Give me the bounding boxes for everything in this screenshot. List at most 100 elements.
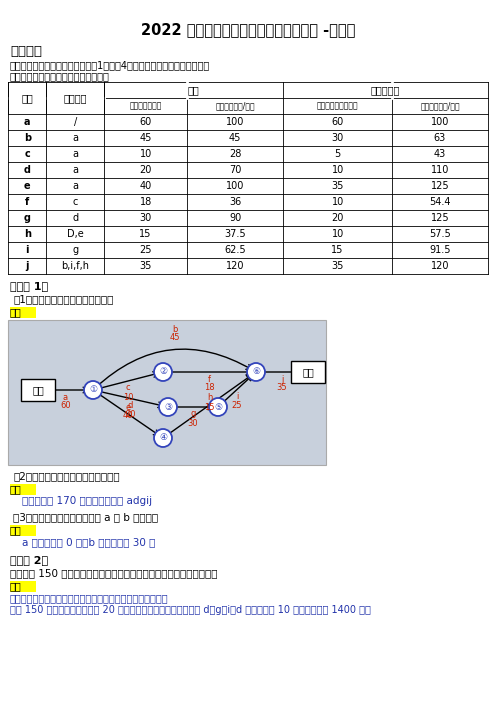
Text: 15: 15 — [331, 245, 344, 255]
Text: （2）请给出项目计划工期及关键路径: （2）请给出项目计划工期及关键路径 — [13, 471, 120, 481]
Text: 【说明】某项目基本信息如下表所示：: 【说明】某项目基本信息如下表所示： — [10, 71, 110, 81]
Text: 36: 36 — [229, 197, 242, 207]
Text: g: g — [72, 245, 78, 255]
Text: 110: 110 — [431, 165, 449, 175]
Text: 30: 30 — [139, 213, 152, 223]
Text: 答案: 答案 — [10, 581, 22, 591]
Text: 30: 30 — [187, 418, 198, 428]
Text: 直接成本（元/天）: 直接成本（元/天） — [215, 102, 255, 110]
Text: a: a — [63, 392, 68, 402]
Text: 答案: 答案 — [10, 307, 22, 317]
Circle shape — [159, 398, 177, 416]
Text: 125: 125 — [431, 213, 449, 223]
FancyBboxPatch shape — [10, 581, 36, 592]
Text: c: c — [72, 197, 78, 207]
Text: 最快完成时间（天）: 最快完成时间（天） — [317, 102, 359, 110]
FancyBboxPatch shape — [10, 525, 36, 536]
Text: ⑥: ⑥ — [252, 368, 260, 376]
Text: 计划工期（天）: 计划工期（天） — [129, 102, 162, 110]
Text: ④: ④ — [159, 434, 167, 442]
Text: 40: 40 — [139, 181, 152, 191]
Text: 60: 60 — [331, 117, 344, 127]
Text: 18: 18 — [204, 383, 215, 392]
Text: 18: 18 — [139, 197, 152, 207]
Text: 答：请给出成本最优的压缩工期的方案和总成本的变化情况。: 答：请给出成本最优的压缩工期的方案和总成本的变化情况。 — [10, 593, 169, 603]
Text: a: a — [72, 165, 78, 175]
Text: 100: 100 — [431, 117, 449, 127]
Text: 10: 10 — [123, 392, 133, 402]
Text: 答案: 答案 — [10, 525, 22, 535]
Text: 63: 63 — [434, 133, 446, 143]
Text: h: h — [207, 394, 212, 402]
Text: （3）请按照计划分别计算活动 a 和 b 的总时差: （3）请按照计划分别计算活动 a 和 b 的总时差 — [13, 512, 158, 522]
Text: 20: 20 — [139, 165, 152, 175]
Text: 【问题 1】: 【问题 1】 — [10, 281, 48, 291]
Text: 直接成本（元/天）: 直接成本（元/天） — [420, 102, 460, 110]
Text: h: h — [24, 229, 31, 239]
Text: 35: 35 — [331, 261, 344, 271]
Text: 结束: 结束 — [302, 367, 314, 377]
Text: 100: 100 — [226, 181, 245, 191]
Text: f: f — [208, 374, 211, 383]
Text: b: b — [172, 326, 177, 334]
Text: 35: 35 — [277, 383, 287, 392]
Text: e: e — [24, 181, 31, 191]
Text: 60: 60 — [60, 402, 71, 411]
Text: 91.5: 91.5 — [429, 245, 451, 255]
Text: 60: 60 — [139, 117, 152, 127]
Text: 项目要求 150 天完工，请写出关键路径上可压缩的活动成本变化情况。: 项目要求 150 天完工，请写出关键路径上可压缩的活动成本变化情况。 — [10, 568, 218, 578]
Text: 120: 120 — [431, 261, 449, 271]
Text: 答案: 答案 — [10, 484, 22, 494]
Text: 45: 45 — [169, 333, 180, 343]
Text: a: a — [72, 133, 78, 143]
Text: ②: ② — [159, 368, 167, 376]
Text: /: / — [73, 117, 77, 127]
Text: 【说明】阅读下列说明，回答问题1至问题4，将解答填入答题纸对应栏内。: 【说明】阅读下列说明，回答问题1至问题4，将解答填入答题纸对应栏内。 — [10, 60, 210, 70]
FancyBboxPatch shape — [21, 379, 55, 401]
Text: 125: 125 — [431, 181, 449, 191]
Circle shape — [154, 363, 172, 381]
Text: 15: 15 — [139, 229, 152, 239]
Text: 采取措施后: 采取措施后 — [371, 85, 400, 95]
Circle shape — [84, 381, 102, 399]
Text: 35: 35 — [139, 261, 152, 271]
Text: a: a — [24, 117, 30, 127]
Text: 紧前活动: 紧前活动 — [63, 93, 87, 103]
Text: g: g — [190, 409, 196, 418]
Text: a: a — [72, 149, 78, 159]
Text: d: d — [128, 401, 133, 410]
Text: 90: 90 — [229, 213, 242, 223]
Circle shape — [154, 429, 172, 447]
Text: b,i,f,h: b,i,f,h — [61, 261, 89, 271]
Text: b: b — [24, 133, 31, 143]
Text: 40: 40 — [123, 411, 133, 420]
Text: 70: 70 — [229, 165, 242, 175]
Text: g: g — [24, 213, 31, 223]
FancyBboxPatch shape — [8, 320, 326, 465]
Text: 57.5: 57.5 — [429, 229, 451, 239]
Text: 30: 30 — [331, 133, 344, 143]
Text: ①: ① — [89, 385, 97, 395]
Text: 10: 10 — [139, 149, 152, 159]
Text: 45: 45 — [229, 133, 242, 143]
Text: ③: ③ — [164, 402, 172, 411]
Text: 35: 35 — [331, 181, 344, 191]
Text: 【问题 2】: 【问题 2】 — [10, 555, 48, 565]
Text: 要求 150 天完工，说明要压缩 20 天，关键路径可以压缩的活动有 d、g、i、d 活动可压缩 10 天，原成本为 1400 元，: 要求 150 天完工，说明要压缩 20 天，关键路径可以压缩的活动有 d、g、i… — [10, 605, 371, 615]
Text: 20: 20 — [125, 410, 136, 419]
Text: i: i — [25, 245, 29, 255]
Circle shape — [247, 363, 265, 381]
FancyBboxPatch shape — [10, 307, 36, 318]
Text: 试题二、: 试题二、 — [10, 45, 42, 58]
Text: a: a — [72, 181, 78, 191]
FancyBboxPatch shape — [10, 484, 36, 495]
Text: 54.4: 54.4 — [429, 197, 451, 207]
Text: 15: 15 — [204, 402, 215, 411]
Text: 10: 10 — [331, 197, 344, 207]
Text: 项目工期为 170 天，关键路径为 adgij: 项目工期为 170 天，关键路径为 adgij — [22, 496, 152, 506]
Text: 计划: 计划 — [187, 85, 199, 95]
Text: 43: 43 — [434, 149, 446, 159]
Text: 100: 100 — [226, 117, 245, 127]
Text: c: c — [125, 383, 130, 392]
Text: d: d — [24, 165, 31, 175]
